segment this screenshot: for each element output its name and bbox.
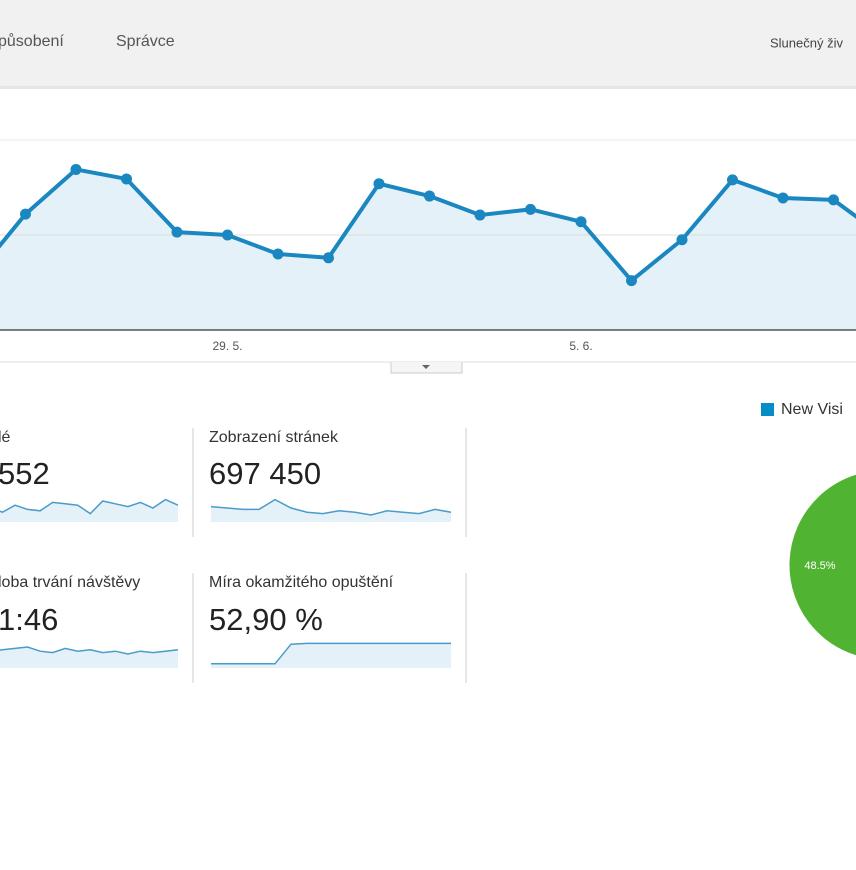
top-bar-shadow: [0, 86, 856, 89]
metric-label: Zobrazení stránek: [209, 429, 339, 446]
point: [525, 203, 536, 215]
metric-label: lé: [0, 429, 11, 446]
point: [323, 252, 334, 264]
point: [828, 194, 839, 206]
metric-value: 52,90 %: [209, 602, 323, 637]
point: [171, 226, 183, 238]
nav-item[interactable]: působení: [0, 32, 64, 50]
area: [0, 169, 856, 330]
metric-label: Míra okamžitého opuštění: [209, 574, 394, 591]
point: [727, 174, 738, 186]
sparkline-area: [0, 499, 178, 522]
nav-item[interactable]: Správce: [116, 33, 175, 50]
top-bar: [0, 0, 856, 86]
point: [20, 208, 31, 220]
line-chart: 29. 5. 5. 6.: [0, 139, 856, 353]
sparkline-area: [211, 499, 451, 522]
x-tick-label: 5. 6.: [569, 339, 592, 353]
pie-chart: New Visi 48.5%: [761, 401, 856, 657]
point: [121, 173, 132, 185]
point: [373, 178, 385, 190]
point: [777, 192, 789, 204]
point: [424, 190, 435, 202]
metric-value: 1:46: [0, 602, 58, 637]
collapse-arrow: [422, 365, 430, 369]
point: [676, 234, 688, 246]
x-tick-label: 29. 5.: [212, 339, 242, 353]
sparkline: [0, 646, 179, 655]
user-name[interactable]: Slunečný živ: [770, 35, 843, 50]
point: [575, 216, 587, 228]
sparkline-area: [211, 643, 451, 668]
sparkline: [210, 498, 452, 516]
point: [272, 248, 284, 260]
sparkline: [211, 642, 451, 665]
legend-swatch: [761, 403, 774, 416]
legend-label: New Visi: [781, 401, 843, 418]
metrics: lé 552 Zobrazení stránek 697 450 loba trvání…: [0, 428, 467, 683]
point: [70, 163, 82, 175]
pie-label: 48.5%: [804, 560, 835, 572]
metric-value: 552: [0, 456, 50, 491]
point: [222, 229, 233, 241]
metric-label: loba trvání návštěvy: [0, 574, 140, 591]
metric-value: 697 450: [209, 456, 321, 491]
point: [626, 275, 637, 287]
point: [474, 209, 486, 221]
sparkline: [0, 498, 179, 515]
pie-slice: [788, 473, 856, 657]
